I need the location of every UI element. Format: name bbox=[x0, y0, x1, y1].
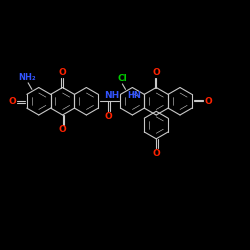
Text: HN: HN bbox=[128, 90, 141, 100]
Text: O: O bbox=[152, 68, 160, 77]
Text: Cl: Cl bbox=[117, 74, 127, 83]
Text: O: O bbox=[59, 125, 66, 134]
Text: O: O bbox=[204, 97, 212, 106]
Text: O: O bbox=[104, 112, 112, 121]
Text: O: O bbox=[8, 97, 16, 106]
Text: O: O bbox=[59, 68, 66, 77]
Text: NH₂: NH₂ bbox=[18, 72, 36, 82]
Text: O: O bbox=[152, 149, 160, 158]
Text: NH: NH bbox=[104, 91, 120, 100]
